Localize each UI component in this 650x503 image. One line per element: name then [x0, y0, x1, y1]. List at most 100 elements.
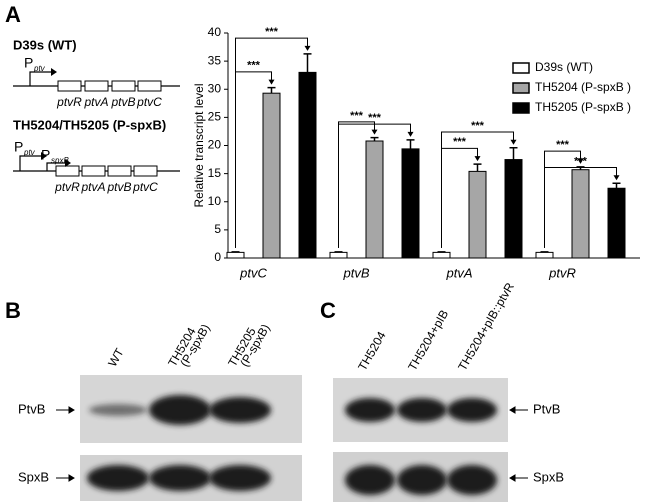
- bracket-arrow: [304, 45, 311, 51]
- gene-box: [57, 80, 82, 92]
- bracket: [338, 123, 411, 248]
- bracket-arrow: [268, 79, 275, 85]
- bracket: [235, 37, 308, 248]
- row-label: PtvB: [18, 401, 45, 416]
- diagram-title: TH5204/TH5205 (P-spxB): [13, 117, 166, 132]
- legend-label: D39s (WT): [535, 60, 593, 74]
- panel-letter: A: [5, 2, 21, 27]
- legend-swatch: [512, 102, 530, 114]
- error-bar: [370, 136, 379, 141]
- promoter-sub: ptv: [33, 64, 46, 73]
- lane-label: TH5204+pIB: [405, 307, 451, 373]
- bracket-arrow: [371, 129, 378, 135]
- error-bar: [540, 251, 549, 253]
- gene-label: ptvA: [83, 95, 108, 109]
- error-bar: [231, 251, 240, 253]
- legend-label: TH5204 (P-spxB ): [535, 80, 631, 94]
- promoter-arrow: [19, 155, 42, 171]
- row-label: SpxB: [533, 469, 564, 484]
- blot-band: [397, 465, 447, 495]
- row-arrow: [509, 406, 528, 414]
- panel-letter: B: [5, 298, 21, 323]
- blot-band: [345, 465, 395, 495]
- error-bar: [509, 147, 518, 160]
- promoter-label: P: [14, 139, 23, 155]
- significance: ***: [453, 136, 467, 148]
- x-tick-label: ptvA: [445, 265, 472, 280]
- promoter-arrow: [29, 71, 52, 86]
- bar: [262, 92, 281, 259]
- gene-label: ptvC: [132, 180, 158, 194]
- y-tick-label: 20: [208, 138, 222, 152]
- bar: [571, 169, 590, 259]
- gene-label: ptvC: [136, 95, 162, 109]
- blot-band: [345, 398, 395, 422]
- row-arrow: [509, 474, 528, 482]
- significance: ***: [574, 155, 588, 167]
- y-tick-label: 25: [208, 110, 222, 124]
- error-bar: [473, 163, 482, 172]
- gene-box: [137, 80, 162, 92]
- gene-label: ptvR: [56, 95, 82, 109]
- legend-swatch: [512, 62, 530, 74]
- significance: ***: [471, 120, 485, 132]
- row-label: PtvB: [533, 401, 560, 416]
- significance: ***: [265, 26, 279, 38]
- y-tick-label: 5: [214, 222, 221, 236]
- panel-letter: C: [320, 298, 336, 323]
- significance: ***: [350, 110, 364, 122]
- bar: [298, 71, 317, 259]
- promoter-label: P: [41, 147, 50, 163]
- blot-band: [397, 398, 447, 422]
- gene-label: ptvB: [110, 95, 135, 109]
- error-bar: [334, 251, 343, 253]
- bracket-arrow: [510, 139, 517, 145]
- gene-label: ptvA: [80, 180, 105, 194]
- y-axis-label: Relative transcript level: [192, 83, 206, 207]
- error-bar: [612, 182, 621, 189]
- bar: [535, 251, 554, 259]
- gene-box: [84, 80, 109, 92]
- blot-band: [209, 397, 271, 423]
- bracket-arrow: [407, 131, 414, 137]
- arrow-head: [41, 152, 47, 160]
- gene-box: [111, 80, 136, 92]
- gene-box: [55, 165, 80, 177]
- row-arrow: [56, 406, 75, 414]
- arrow-head: [65, 159, 71, 167]
- bar: [432, 251, 451, 259]
- blot-band: [89, 404, 147, 416]
- x-tick-label: ptvB: [342, 265, 369, 280]
- significance: ***: [247, 60, 261, 72]
- row-label: SpxB: [18, 469, 49, 484]
- lane-label: WT: [105, 345, 127, 369]
- blot-band: [447, 465, 497, 495]
- bar: [504, 159, 523, 259]
- error-bar: [303, 53, 312, 73]
- gene-box: [81, 165, 106, 177]
- bar: [226, 251, 245, 259]
- bracket: [441, 131, 514, 248]
- blot-band: [149, 395, 211, 425]
- bar: [401, 148, 420, 259]
- y-tick-label: 40: [208, 25, 222, 39]
- significance: ***: [368, 112, 382, 124]
- x-tick-label: ptvR: [548, 265, 576, 280]
- promoter-label: P: [24, 55, 33, 71]
- gene-label: ptvR: [54, 180, 80, 194]
- legend-swatch: [512, 82, 530, 94]
- bar: [365, 140, 384, 259]
- gene-label: ptvB: [106, 180, 131, 194]
- row-arrow: [56, 474, 75, 482]
- bar: [607, 187, 626, 259]
- bracket-arrow: [474, 156, 481, 162]
- gene-box: [133, 165, 158, 177]
- y-tick-label: 10: [208, 194, 222, 208]
- promoter-sub: ptv: [23, 148, 36, 157]
- promoter-arrow: [46, 162, 66, 171]
- bracket-arrow: [613, 175, 620, 181]
- y-tick-label: 15: [208, 166, 222, 180]
- error-bar: [437, 251, 446, 253]
- bracket: [544, 166, 617, 248]
- lane-label: TH5204+pIB::ptvR: [455, 280, 517, 373]
